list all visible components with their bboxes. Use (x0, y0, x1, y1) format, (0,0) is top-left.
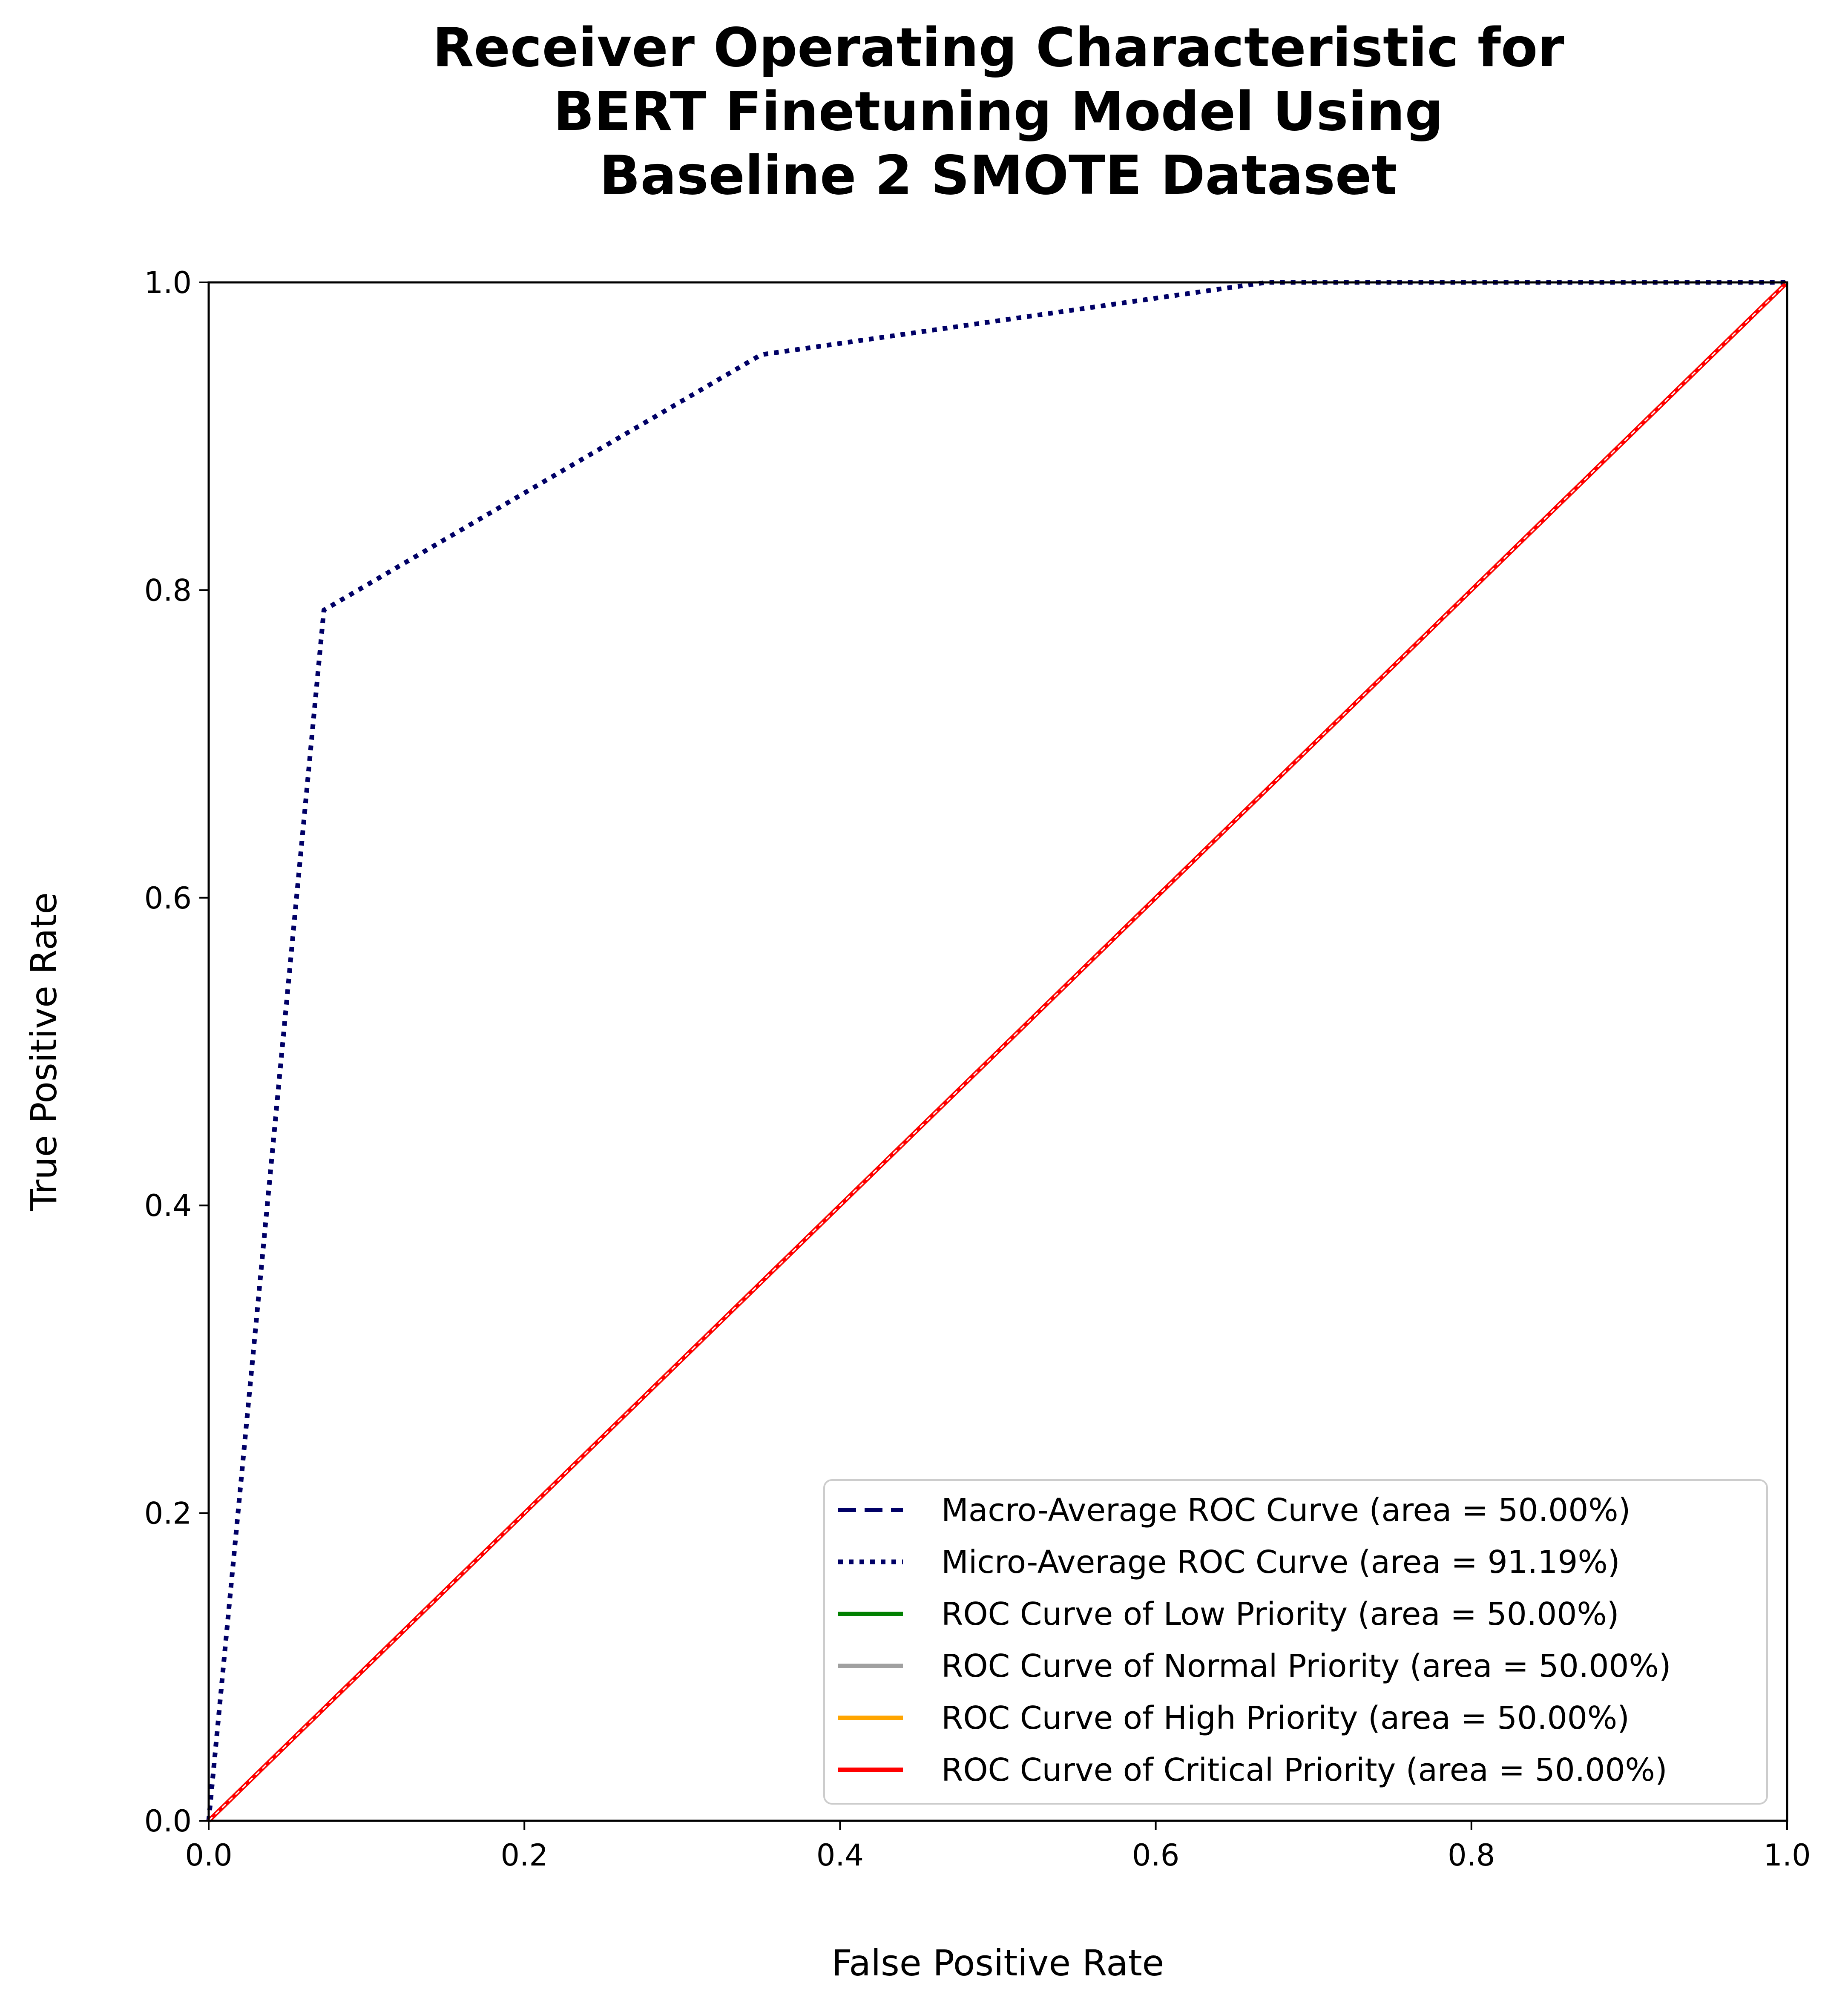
y-tick-label: 0.6 (144, 881, 192, 916)
x-tick-label: 0.4 (816, 1838, 864, 1873)
x-tick-label: 0.2 (501, 1838, 548, 1873)
legend-label-6: ROC Curve of Critical Priority (area = 5… (941, 1752, 1667, 1788)
x-axis-ticks: 0.0 0.2 0.4 0.6 0.8 1.0 (185, 1821, 1811, 1873)
legend-label-2: Micro-Average ROC Curve (area = 91.19%) (941, 1544, 1620, 1581)
x-axis-label: False Positive Rate (832, 1942, 1164, 1984)
title-line-2: BERT Finetuning Model Using (553, 80, 1443, 143)
series-line-2 (206, 280, 1787, 1821)
title-line-3: Baseline 2 SMOTE Dataset (599, 144, 1397, 207)
y-axis-label: True Positive Rate (23, 892, 65, 1211)
x-tick-label: 1.0 (1763, 1838, 1811, 1873)
legend: Macro-Average ROC Curve (area = 50.00%) M… (823, 1479, 1768, 1805)
y-tick-label: 0.2 (144, 1496, 192, 1531)
chart-title: Receiver Operating Characteristic for BE… (432, 16, 1564, 207)
x-tick-label: 0.8 (1448, 1838, 1495, 1873)
legend-label-1: Macro-Average ROC Curve (area = 50.00%) (941, 1492, 1630, 1529)
y-tick-label: 0.0 (144, 1804, 192, 1839)
legend-label-4: ROC Curve of Normal Priority (area = 50.… (941, 1648, 1671, 1684)
title-line-1: Receiver Operating Characteristic for (432, 16, 1564, 79)
y-axis-ticks: 0.0 0.2 0.4 0.6 0.8 1.0 (144, 265, 209, 1839)
y-tick-label: 0.4 (144, 1188, 192, 1223)
x-tick-label: 0.6 (1132, 1838, 1179, 1873)
x-tick-label: 0.0 (185, 1838, 232, 1873)
legend-box (823, 1479, 1768, 1805)
legend-label-3: ROC Curve of Low Priority (area = 50.00%… (941, 1596, 1619, 1633)
y-tick-label: 0.8 (144, 573, 192, 608)
y-tick-label: 1.0 (144, 265, 192, 300)
reference-diagonal (208, 282, 1788, 1822)
plot-border (207, 281, 1788, 1822)
legend-label-5: ROC Curve of High Priority (area = 50.00… (941, 1700, 1630, 1736)
series-layer (206, 280, 1789, 1822)
